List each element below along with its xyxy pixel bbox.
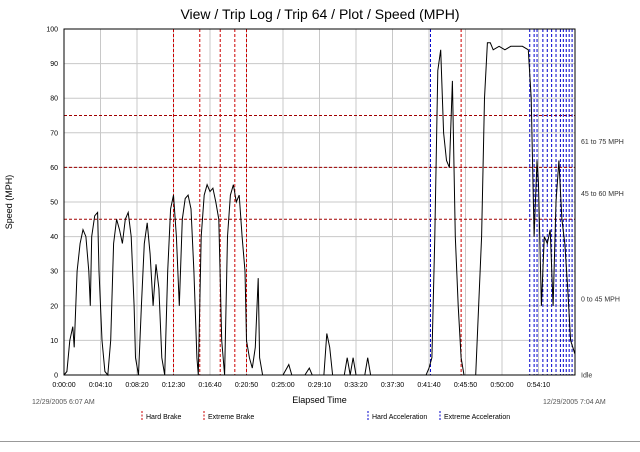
y-tick-label: 0 bbox=[54, 373, 58, 380]
hard-brake-legend-label: Hard Brake bbox=[146, 414, 182, 421]
y-ticks: 0 10 20 30 40 50 60 70 80 90 100 bbox=[46, 27, 58, 380]
series-layer bbox=[63, 42, 576, 377]
x-tick-label: 0:16:40 bbox=[198, 382, 221, 389]
x-tick-label: 0:00:00 bbox=[52, 382, 75, 389]
start-timestamp: 12/29/2005 6:07 AM bbox=[32, 399, 95, 406]
x-tick-label: 0:41:40 bbox=[417, 382, 440, 389]
y-tick-label: 80 bbox=[50, 96, 58, 103]
x-tick-label: 0:12:30 bbox=[162, 382, 185, 389]
idle-label: Idle bbox=[581, 373, 592, 380]
y-tick-label: 70 bbox=[50, 130, 58, 137]
chart-title: View / Trip Log / Trip 64 / Plot / Speed… bbox=[180, 6, 460, 22]
x-tick-label: 0:33:20 bbox=[344, 382, 367, 389]
y-tick-label: 20 bbox=[50, 303, 58, 310]
speed-band-labels: 0 to 45 MPH 45 to 60 MPH 61 to 75 MPH bbox=[581, 139, 624, 303]
hard-acceleration-legend-label: Hard Acceleration bbox=[372, 414, 427, 421]
legend: Hard Brake Extreme Brake Hard Acceleration… bbox=[141, 411, 510, 421]
y-tick-label: 90 bbox=[50, 61, 58, 68]
plot-frame bbox=[63, 28, 576, 376]
x-tick-label: 0:45:50 bbox=[454, 382, 477, 389]
extreme-brake-legend-label: Extreme Brake bbox=[208, 414, 254, 421]
y-tick-label: 50 bbox=[50, 200, 58, 207]
x-tick-label: 0:37:30 bbox=[381, 382, 404, 389]
x-tick-label: 0:08:20 bbox=[125, 382, 148, 389]
x-tick-label: 0:50:00 bbox=[490, 382, 513, 389]
extreme-acceleration-legend-label: Extreme Acceleration bbox=[444, 414, 510, 421]
y-tick-label: 40 bbox=[50, 234, 58, 241]
x-tick-label: 0:29:10 bbox=[308, 382, 331, 389]
speed-band-label: 61 to 75 MPH bbox=[581, 139, 624, 146]
end-timestamp: 12/29/2005 7:04 AM bbox=[543, 399, 606, 406]
y-tick-label: 60 bbox=[50, 165, 58, 172]
speed-band-label: 45 to 60 MPH bbox=[581, 191, 624, 198]
x-tick-label: 0:04:10 bbox=[89, 382, 112, 389]
x-tick-label: 0:20:50 bbox=[235, 382, 258, 389]
x-axis-label: Elapsed Time bbox=[292, 395, 347, 405]
x-ticks: 0:00:00 0:04:10 0:08:20 0:12:30 0:16:40 0:20:… bbox=[52, 382, 550, 389]
y-tick-label: 30 bbox=[50, 269, 58, 276]
y-tick-label: 100 bbox=[46, 27, 58, 34]
y-axis-label: Speed (MPH) bbox=[4, 175, 14, 230]
speed-band-label: 0 to 45 MPH bbox=[581, 296, 620, 303]
speed-series-line bbox=[63, 42, 576, 377]
x-tick-label: 0:54:10 bbox=[527, 382, 550, 389]
speed-thresholds bbox=[64, 115, 575, 220]
x-tick-label: 0:25:00 bbox=[271, 382, 294, 389]
y-tick-label: 10 bbox=[50, 338, 58, 345]
bottom-divider bbox=[0, 441, 640, 442]
